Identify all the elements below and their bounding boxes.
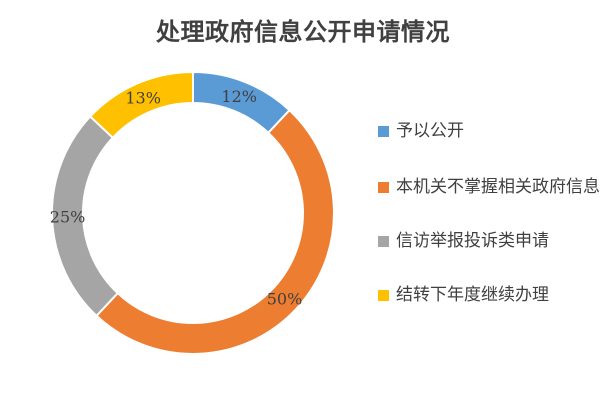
slice-label-petition: 25% — [50, 207, 86, 226]
legend-swatch-petition — [378, 236, 389, 247]
legend-label-not-held: 本机关不掌握相关政府信息 — [396, 177, 600, 197]
legend-item-disclose: 予以公开 — [378, 118, 606, 144]
slice-label-disclose: 12% — [221, 87, 257, 106]
legend-swatch-carry-over — [378, 290, 389, 301]
legend-item-petition: 信访举报投诉类申请 — [378, 228, 606, 254]
legend-label-carry-over: 结转下年度继续办理 — [396, 285, 549, 305]
legend-label-disclose: 予以公开 — [396, 121, 464, 141]
legend-swatch-disclose — [378, 126, 389, 137]
legend-swatch-not-held — [378, 182, 389, 193]
slice-label-carry-over: 13% — [125, 88, 161, 107]
legend-item-not-held: 本机关不掌握相关政府信息 — [378, 174, 606, 200]
slice-carry-over — [88, 70, 194, 140]
chart-title: 处理政府信息公开申请情况 — [156, 17, 450, 46]
slice-label-not-held: 50% — [267, 289, 303, 308]
legend-item-carry-over: 结转下年度继续办理 — [378, 282, 606, 308]
legend-label-petition: 信访举报投诉类申请 — [396, 231, 549, 251]
slice-not-held — [95, 108, 335, 355]
